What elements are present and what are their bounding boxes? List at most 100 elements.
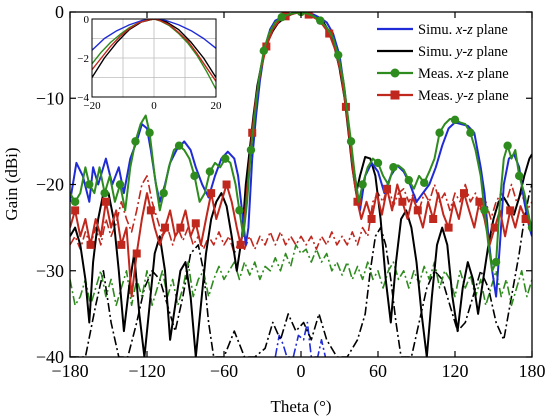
legend-label-meas-y-z-plane: Meas. y-z plane	[418, 88, 509, 104]
series-line-simu-y-z-plane	[70, 12, 532, 357]
y-tick-label: −30	[36, 261, 64, 281]
point-meas-x-z-plane	[450, 115, 460, 125]
y-tick-label: 0	[55, 2, 64, 22]
point-meas-x-z-plane	[346, 137, 356, 146]
y-tick-label: −20	[36, 175, 64, 195]
point-meas-x-z-plane	[334, 50, 343, 60]
point-meas-x-z-plane	[259, 46, 268, 56]
point-meas-x-z-plane	[527, 223, 532, 232]
point-meas-y-z-plane	[176, 223, 185, 232]
point-meas-x-z-plane	[514, 171, 524, 181]
point-meas-y-z-plane	[444, 223, 453, 232]
point-meas-x-z-plane	[190, 171, 199, 181]
y-tick-label: −10	[36, 88, 64, 108]
point-meas-x-z-plane	[420, 178, 429, 187]
inset-line-simu-y-z-plane	[92, 19, 216, 78]
inset-line-simu-x-z-plane	[92, 19, 216, 51]
point-meas-y-z-plane	[367, 215, 376, 223]
x-tick-label: −60	[210, 361, 238, 381]
point-meas-x-z-plane	[358, 180, 367, 189]
point-meas-x-z-plane	[131, 137, 140, 146]
point-meas-x-z-plane	[503, 141, 512, 150]
point-meas-y-z-plane	[146, 206, 155, 215]
point-meas-y-z-plane	[222, 180, 231, 189]
point-meas-x-z-plane	[373, 158, 383, 168]
point-meas-x-z-plane	[389, 163, 398, 172]
legend-label-meas-x-z-plane: Meas. x-z plane	[418, 66, 509, 82]
point-meas-x-z-plane	[70, 197, 80, 206]
point-meas-y-z-plane	[521, 215, 530, 223]
inset-y-tick-label: −2	[77, 53, 89, 65]
point-meas-y-z-plane	[262, 42, 271, 51]
y-tick-label: −40	[36, 347, 64, 367]
point-meas-y-z-plane	[71, 206, 80, 215]
point-meas-x-z-plane	[174, 141, 184, 150]
inset-frame	[91, 18, 217, 98]
point-meas-x-z-plane	[277, 12, 286, 22]
point-meas-y-z-plane	[413, 206, 422, 215]
point-meas-x-z-plane	[404, 175, 413, 185]
main-series-group	[70, 12, 532, 357]
inset-line-meas-x-z-plane	[92, 19, 216, 90]
point-meas-y-z-plane	[101, 197, 110, 206]
point-meas-x-z-plane	[145, 128, 154, 137]
x-tick-label: 0	[297, 361, 306, 381]
point-meas-y-z-plane	[429, 215, 438, 223]
legend-label-simu-y-z-plane: Simu. y-z plane	[418, 44, 508, 60]
point-meas-x-z-plane	[246, 145, 256, 155]
inset-series-group	[92, 19, 216, 90]
inset-y-tick-label: 0	[84, 14, 90, 26]
x-tick-label: −120	[128, 361, 165, 381]
point-meas-y-z-plane	[398, 197, 407, 206]
point-meas-y-z-plane	[353, 197, 362, 206]
point-meas-y-z-plane	[506, 206, 515, 215]
point-meas-x-z-plane	[85, 180, 94, 189]
legend-marker-square	[390, 90, 400, 100]
point-meas-x-z-plane	[221, 154, 230, 163]
point-meas-y-z-plane	[490, 223, 499, 232]
point-meas-x-z-plane	[159, 188, 168, 198]
point-meas-x-z-plane	[235, 206, 244, 215]
point-meas-x-z-plane	[466, 128, 475, 137]
point-meas-y-z-plane	[207, 189, 216, 198]
point-meas-x-z-plane	[316, 16, 325, 25]
x-tick-label: 60	[369, 361, 387, 381]
point-meas-y-z-plane	[475, 197, 484, 206]
point-meas-y-z-plane	[382, 184, 391, 193]
x-axis-label: Theta (°)	[270, 397, 331, 416]
inset-line-meas-y-z-plane	[92, 19, 216, 82]
series-line-reference-6-dashdot	[70, 244, 532, 307]
series-line-reference-4-dashdot	[274, 321, 327, 357]
inset-x-tick-label: −20	[83, 100, 101, 112]
legend: Simu. x-z plane Simu. y-z plane Meas. x-z …	[377, 22, 509, 104]
series-line-reference-7-dashdot	[70, 175, 532, 255]
point-meas-x-z-plane	[115, 180, 125, 189]
legend-marker-circle	[390, 68, 400, 78]
inset-y-tick-label: −4	[77, 92, 89, 104]
point-meas-x-z-plane	[205, 167, 215, 176]
x-tick-label: 180	[519, 361, 546, 381]
point-meas-x-z-plane	[491, 257, 501, 267]
series-line-meas-x-z-plane	[70, 12, 532, 272]
point-meas-y-z-plane	[86, 240, 95, 249]
point-meas-x-z-plane	[480, 206, 489, 215]
y-axis-label: Gain (dBi)	[2, 147, 21, 220]
point-meas-y-z-plane	[132, 249, 141, 258]
inset-x-tick-label: 0	[151, 100, 157, 112]
point-meas-y-z-plane	[191, 219, 200, 228]
x-tick-label: −180	[51, 361, 88, 381]
point-meas-y-z-plane	[325, 29, 334, 38]
point-meas-x-z-plane	[100, 188, 109, 198]
point-meas-y-z-plane	[117, 240, 126, 249]
point-meas-y-z-plane	[459, 189, 468, 198]
point-meas-y-z-plane	[236, 240, 245, 249]
point-meas-x-z-plane	[435, 128, 444, 137]
point-meas-y-z-plane	[160, 223, 169, 232]
inset-axis-ticks: −20 0 20 0 −2 −4	[77, 14, 222, 112]
legend-label-simu-x-z-plane: Simu. x-z plane	[418, 22, 508, 38]
inset-x-tick-label: 20	[211, 100, 223, 112]
x-tick-label: 120	[442, 361, 469, 381]
series-line-reference-5-dashdot	[70, 184, 532, 357]
